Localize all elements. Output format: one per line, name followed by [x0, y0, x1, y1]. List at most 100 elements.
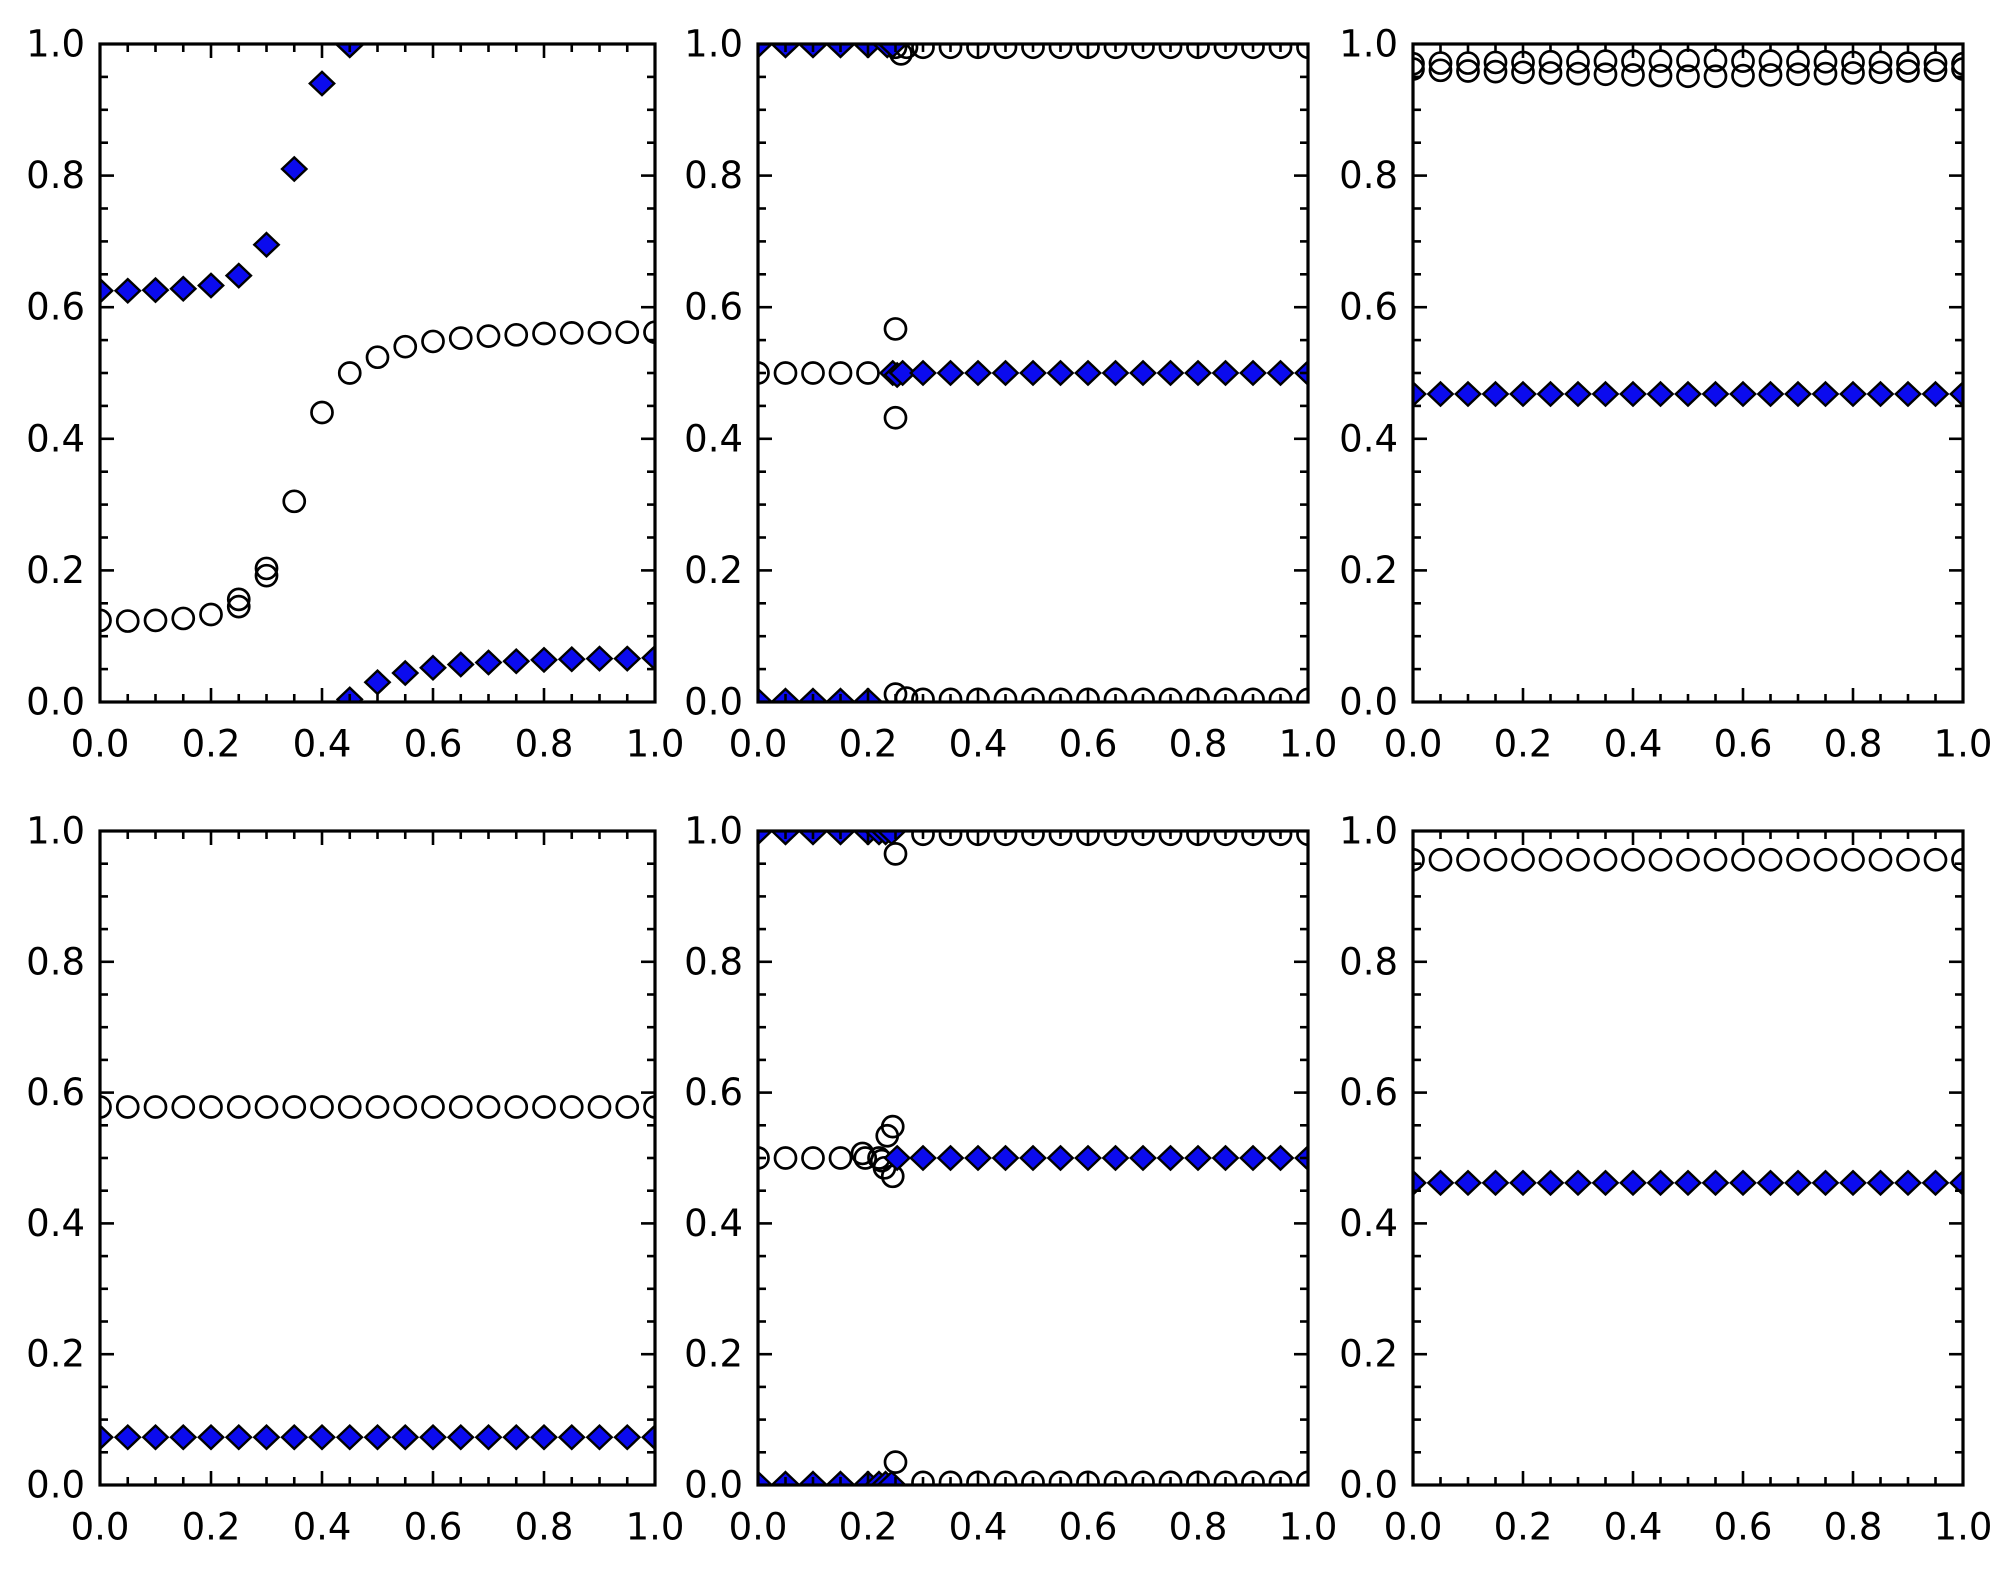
data-points-bottom-middle — [758, 831, 1308, 1485]
data-point-circle — [559, 321, 584, 345]
data-point-diamond — [280, 1424, 309, 1451]
data-point-diamond — [758, 687, 772, 702]
data-point-circle — [1241, 1470, 1265, 1485]
data-point-circle — [1511, 60, 1535, 85]
data-point-circle — [993, 44, 1018, 60]
data-point-circle — [1296, 687, 1308, 702]
data-point-diamond — [474, 649, 503, 676]
data-point-diamond — [113, 1424, 142, 1451]
subplot-bottom-left: 0.00.0 0.2 0.2 0.4 0.4 0.6 0.6 0.8 0.8 1.0 1.0 — [26, 810, 684, 1549]
data-point-circle — [758, 361, 770, 385]
x-tick-label: 0.2 — [839, 1506, 898, 1549]
x-tick-label: 0.6 — [404, 723, 463, 766]
data-point-circle — [226, 594, 251, 619]
axis-ticks — [1411, 829, 1965, 1487]
data-point-circle — [1103, 1470, 1128, 1485]
data-point-circle — [1786, 847, 1810, 872]
data-point-diamond — [1701, 1169, 1730, 1197]
data-point-diamond — [1211, 359, 1240, 387]
data-point-diamond — [909, 359, 937, 387]
data-point-circle — [199, 1095, 223, 1119]
data-point-diamond — [224, 262, 253, 289]
data-point-diamond — [474, 1424, 503, 1451]
data-point-diamond — [1481, 1169, 1510, 1197]
data-point-diamond — [557, 1424, 586, 1451]
data-point-circle — [337, 1095, 362, 1119]
data-point-diamond — [419, 1424, 447, 1451]
data-point-circle — [1566, 61, 1590, 86]
data-point-circle — [1511, 847, 1535, 872]
x-tick-label: 0.0 — [1384, 723, 1443, 766]
data-point-circle — [1241, 687, 1265, 702]
data-point-circle — [171, 1095, 196, 1119]
y-tick-label: 0.8 — [26, 154, 85, 197]
data-point-diamond — [1101, 359, 1130, 387]
data-point-diamond — [169, 1424, 198, 1451]
x-tick-label: 1.0 — [1934, 1506, 1993, 1549]
x-tick-label: 0.4 — [949, 723, 1008, 766]
data-point-diamond — [1266, 1144, 1295, 1172]
axis-ticks — [98, 829, 657, 1487]
x-tick-label: 0.8 — [515, 723, 574, 766]
data-point-diamond — [252, 1424, 281, 1451]
data-point-diamond — [1046, 359, 1075, 387]
data-point-diamond — [877, 831, 906, 846]
data-point-circle — [448, 1095, 473, 1119]
x-tick-label: 0.8 — [1169, 723, 1228, 766]
x-tick-label: 0.6 — [1714, 1506, 1773, 1549]
x-tick-label: 0.8 — [515, 1506, 574, 1549]
data-point-circle — [911, 831, 935, 847]
data-point-circle — [1593, 62, 1618, 87]
data-point-circle — [1296, 44, 1308, 60]
y-tick-label: 0.4 — [26, 417, 85, 460]
data-point-diamond — [964, 359, 992, 387]
data-point-circle — [643, 320, 655, 345]
y-tick-label: 1.0 — [684, 810, 743, 853]
data-point-diamond — [758, 44, 772, 59]
x-tick-label: 0.8 — [1824, 1506, 1883, 1549]
data-point-circle — [100, 1095, 112, 1119]
data-point-circle — [1758, 63, 1783, 87]
data-point-diamond — [1591, 1169, 1620, 1197]
data-point-diamond — [1894, 380, 1922, 408]
data-point-diamond — [585, 645, 614, 672]
y-tick-label: 0.6 — [26, 286, 85, 329]
data-point-diamond — [419, 654, 447, 682]
data-point-circle — [254, 563, 279, 588]
data-point-circle — [1296, 1470, 1308, 1485]
data-point-diamond — [1046, 1144, 1075, 1172]
x-tick-label: 0.0 — [729, 723, 788, 766]
data-point-circle — [1593, 847, 1618, 872]
data-point-circle — [143, 608, 168, 633]
x-tick-label: 1.0 — [626, 1506, 685, 1549]
data-point-circle — [226, 587, 251, 612]
data-point-diamond — [641, 1424, 655, 1451]
data-point-circle — [993, 1470, 1018, 1485]
y-tick-label: 0.8 — [26, 940, 85, 983]
data-point-circle — [938, 687, 963, 702]
y-tick-label: 0.4 — [1339, 417, 1398, 460]
y-tick-label: 1.0 — [26, 23, 85, 66]
data-point-circle — [1213, 687, 1238, 702]
data-point-diamond — [100, 1424, 114, 1451]
data-point-circle — [393, 1095, 418, 1119]
data-point-circle — [532, 321, 556, 346]
data-point-circle — [393, 334, 418, 359]
data-point-circle — [1021, 44, 1045, 60]
data-point-circle — [504, 1095, 529, 1119]
data-point-circle — [171, 606, 196, 631]
x-tick-label: 0.0 — [729, 1506, 788, 1549]
data-point-diamond — [1184, 359, 1212, 387]
data-point-circle — [1158, 1470, 1183, 1485]
data-point-circle — [421, 1095, 445, 1119]
data-point-circle — [254, 556, 279, 581]
x-tick-label: 1.0 — [1279, 1506, 1338, 1549]
data-point-circle — [532, 1095, 556, 1119]
data-point-diamond — [1129, 359, 1157, 387]
data-point-circle — [1896, 847, 1920, 872]
data-point-circle — [883, 405, 908, 430]
y-tick-label: 0.0 — [26, 1464, 85, 1507]
data-point-diamond — [1674, 1169, 1702, 1197]
data-point-circle — [883, 1450, 908, 1474]
